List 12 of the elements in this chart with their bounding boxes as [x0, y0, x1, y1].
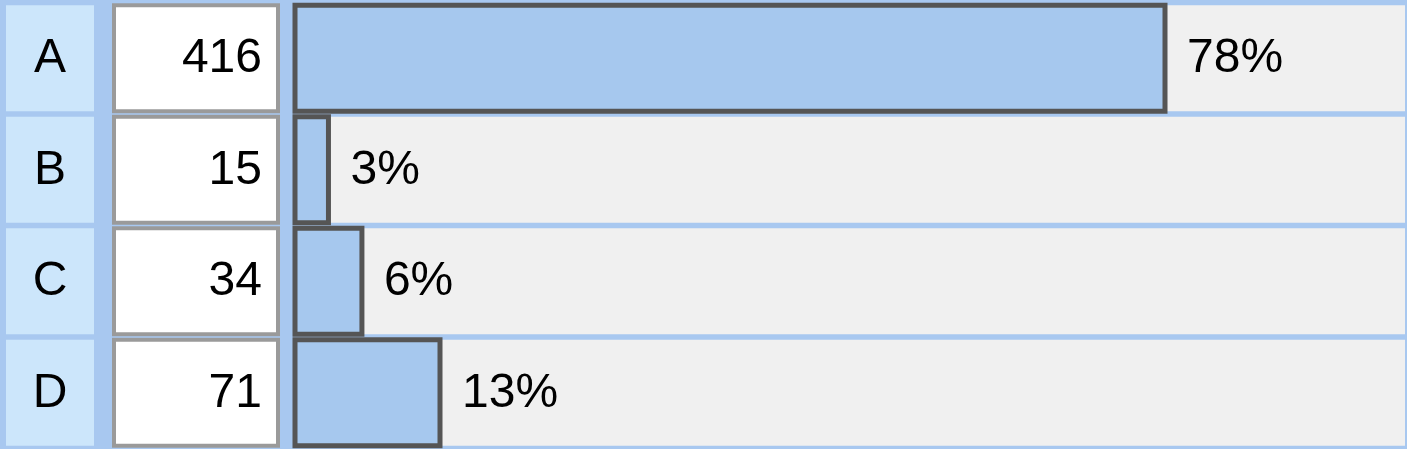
y-tick-label: D [32, 363, 68, 417]
text: 416 [181, 29, 262, 83]
data-label: 6% [383, 252, 454, 306]
data-label: 13% [462, 363, 559, 417]
text: 71 [208, 363, 262, 417]
text: 34 [208, 252, 262, 306]
y-tick-label: A [33, 29, 67, 83]
data-label: 78% [1187, 29, 1284, 83]
data-label: 3% [350, 140, 420, 194]
y-tick-label: B [33, 140, 67, 194]
y-tick-label: C [32, 252, 68, 306]
text: 15 [208, 140, 262, 194]
